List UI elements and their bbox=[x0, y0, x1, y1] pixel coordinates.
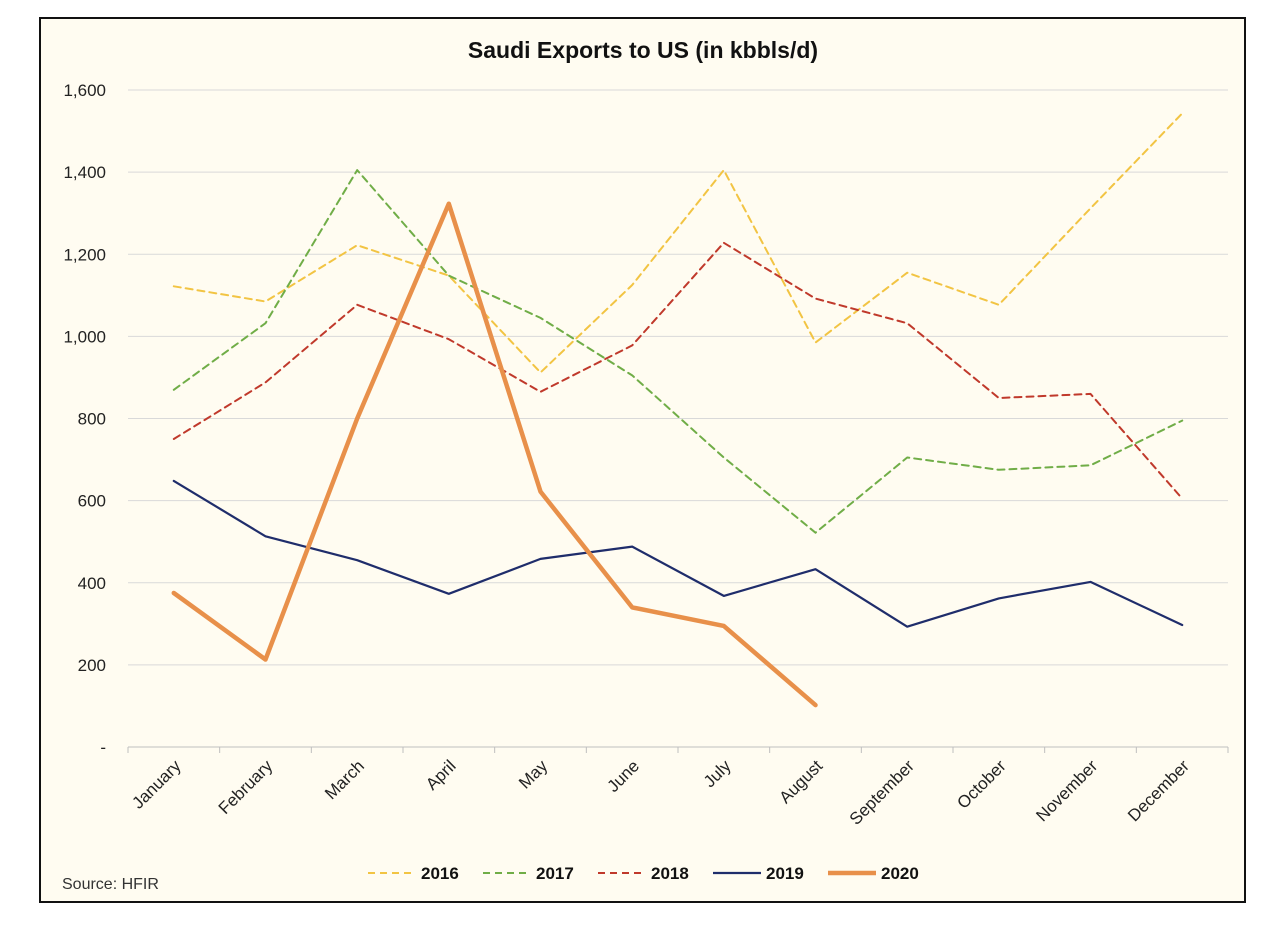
series-line-2016 bbox=[172, 112, 1184, 374]
legend-label-2018: 2018 bbox=[651, 864, 689, 883]
chart-frame bbox=[39, 17, 1246, 903]
series-line-2017 bbox=[172, 169, 1184, 534]
y-tick-label: 1,400 bbox=[63, 163, 106, 182]
legend-label-2020: 2020 bbox=[881, 864, 919, 883]
x-tick-label: April bbox=[422, 756, 459, 793]
x-tick-label: November bbox=[1032, 756, 1101, 825]
series-line-2019 bbox=[172, 479, 1184, 628]
y-tick-label: 1,000 bbox=[63, 327, 106, 346]
y-tick-label: 1,200 bbox=[63, 245, 106, 264]
y-tick-label: 200 bbox=[78, 656, 106, 675]
x-tick-label: July bbox=[700, 756, 735, 791]
y-tick-label: - bbox=[100, 738, 106, 757]
legend-label-2016: 2016 bbox=[421, 864, 459, 883]
y-tick-label: 800 bbox=[78, 410, 106, 429]
x-tick-label: December bbox=[1124, 756, 1193, 825]
y-tick-label: 400 bbox=[78, 574, 106, 593]
x-tick-label: March bbox=[321, 756, 368, 803]
series-line-2018 bbox=[172, 241, 1184, 500]
x-tick-label: September bbox=[846, 756, 918, 828]
x-tick-label: May bbox=[515, 756, 551, 792]
x-tick-label: October bbox=[953, 756, 1009, 812]
x-tick-label: January bbox=[128, 756, 185, 813]
series-lines bbox=[171, 112, 1184, 708]
y-tick-label: 1,600 bbox=[63, 81, 106, 100]
series-line-2020 bbox=[171, 201, 818, 708]
legend-label-2019: 2019 bbox=[766, 864, 804, 883]
chart-title: Saudi Exports to US (in kbbls/d) bbox=[468, 37, 818, 63]
x-axis: January February March April May June July Augu… bbox=[127, 746, 1229, 829]
x-tick-label: June bbox=[603, 756, 643, 796]
y-axis: - 200 400 600 800 1,000 1,200 1,400 1,600 bbox=[63, 81, 106, 757]
source-note: Source: HFIR bbox=[62, 876, 159, 893]
x-tick-label: February bbox=[215, 756, 277, 818]
legend-label-2017: 2017 bbox=[536, 864, 574, 883]
gridlines bbox=[128, 89, 1228, 666]
x-tick-label: August bbox=[775, 756, 826, 807]
y-tick-label: 600 bbox=[78, 492, 106, 511]
legend: 2016 2017 2018 2019 2020 bbox=[368, 864, 919, 883]
